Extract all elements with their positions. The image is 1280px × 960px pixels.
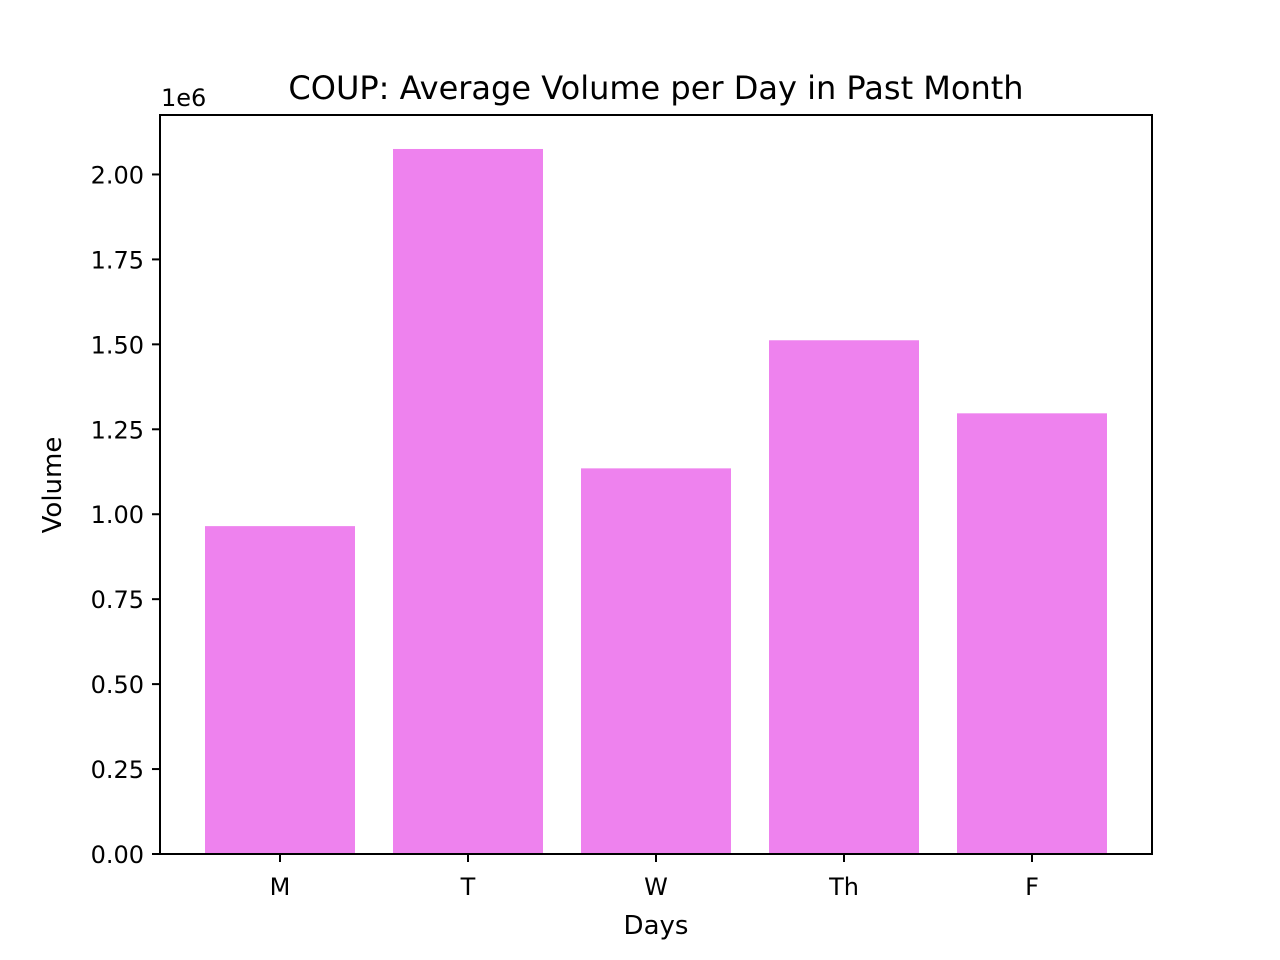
x-tick-label: T bbox=[460, 873, 476, 901]
bar-th bbox=[769, 340, 919, 854]
y-offset-label: 1e6 bbox=[161, 84, 206, 112]
y-tick-label: 0.00 bbox=[91, 841, 144, 869]
y-tick-label: 0.25 bbox=[91, 756, 144, 784]
y-tick-label: 1.00 bbox=[91, 501, 144, 529]
x-tick-label: M bbox=[270, 873, 291, 901]
y-tick-label: 0.50 bbox=[91, 671, 144, 699]
bars-group bbox=[205, 148, 1107, 855]
y-tick-label: 1.25 bbox=[91, 416, 144, 444]
bar-t bbox=[393, 148, 543, 855]
y-tick-label: 1.50 bbox=[91, 331, 144, 359]
x-tick-label: Th bbox=[828, 873, 859, 901]
x-axis-ticks: M T W Th F bbox=[270, 854, 1039, 901]
x-tick-label: F bbox=[1025, 873, 1039, 901]
y-axis-ticks: 0.00 0.25 0.50 0.75 1.00 1.25 1.50 1.75 2.00 bbox=[91, 161, 160, 869]
x-axis-label: Days bbox=[624, 911, 689, 941]
bar-m bbox=[205, 526, 355, 854]
y-axis-label: Volume bbox=[38, 437, 68, 534]
y-tick-label: 1.75 bbox=[91, 246, 144, 274]
chart-title: COUP: Average Volume per Day in Past Mon… bbox=[288, 69, 1023, 107]
x-tick-label: W bbox=[644, 873, 668, 901]
plot-frame bbox=[159, 114, 1153, 855]
bar-f bbox=[957, 413, 1107, 854]
y-tick-label: 0.75 bbox=[91, 586, 144, 614]
bar-w bbox=[581, 468, 731, 854]
y-tick-label: 2.00 bbox=[91, 161, 144, 189]
